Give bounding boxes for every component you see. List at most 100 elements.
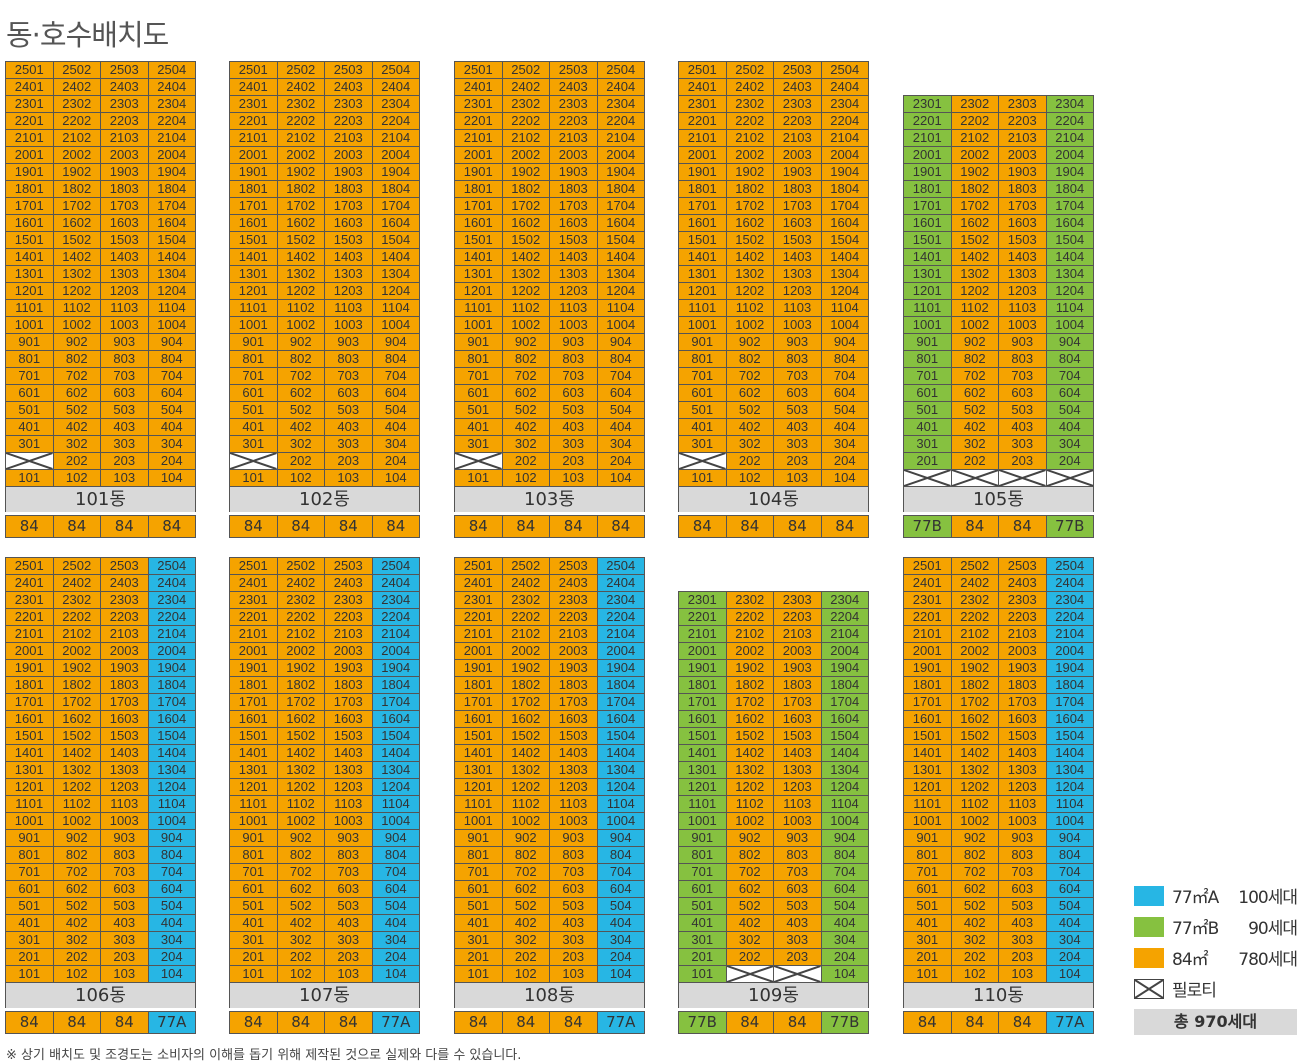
unit-cell: 1102 — [53, 300, 101, 317]
unit-cell: 1401 — [679, 745, 727, 762]
unit-cell: 1601 — [6, 215, 54, 232]
unit-cell: 1903 — [325, 164, 373, 181]
unit-cell: 404 — [148, 419, 196, 436]
unit-cell: 902 — [726, 830, 774, 847]
unit-cell: 903 — [774, 830, 822, 847]
unit-cell: 101 — [455, 470, 503, 487]
unit-cell: 1303 — [325, 266, 373, 283]
unit-cell: 203 — [550, 949, 598, 966]
unit-cell: 1302 — [726, 266, 774, 283]
unit-cell: 804 — [597, 847, 645, 864]
unit-cell: 301 — [230, 436, 278, 453]
unit-cell: 603 — [325, 881, 373, 898]
unit-cell: 403 — [550, 915, 598, 932]
unit-cell: 403 — [101, 915, 149, 932]
unit-cell: 501 — [6, 402, 54, 419]
unit-cell: 503 — [550, 402, 598, 419]
unit-cell: 604 — [1046, 385, 1094, 402]
unit-cell: 502 — [951, 898, 999, 915]
unit-cell: 1803 — [999, 181, 1047, 198]
unit-cell: 2502 — [502, 558, 550, 575]
unit-cell: 2102 — [277, 626, 325, 643]
unit-cell: 2202 — [502, 609, 550, 626]
unit-cell: 1003 — [550, 813, 598, 830]
unit-cell: 1604 — [372, 215, 420, 232]
unit-cell: 1004 — [372, 813, 420, 830]
unit-cell: 1201 — [455, 283, 503, 300]
unit-cell: 1304 — [597, 266, 645, 283]
unit-cell: 1902 — [53, 164, 101, 181]
unit-cell: 301 — [679, 436, 727, 453]
unit-cell: 504 — [148, 402, 196, 419]
piloti-cell — [1046, 470, 1094, 487]
unit-cell: 1602 — [502, 711, 550, 728]
unit-cell: 202 — [277, 453, 325, 470]
unit-type-cell: 84 — [455, 516, 503, 538]
unit-cell: 1501 — [230, 232, 278, 249]
unit-cell: 1104 — [1046, 300, 1094, 317]
unit-cell: 1504 — [1046, 728, 1094, 745]
unit-cell: 1102 — [502, 300, 550, 317]
unit-cell: 202 — [951, 453, 999, 470]
unit-cell: 2101 — [679, 626, 727, 643]
unit-cell: 303 — [999, 436, 1047, 453]
unit-cell: 501 — [679, 898, 727, 915]
unit-cell: 1901 — [455, 164, 503, 181]
unit-cell: 2003 — [774, 643, 822, 660]
unit-cell: 1703 — [550, 694, 598, 711]
unit-cell: 1303 — [774, 762, 822, 779]
unit-cell: 204 — [148, 949, 196, 966]
unit-cell: 2201 — [904, 609, 952, 626]
unit-cell: 102 — [53, 470, 101, 487]
unit-cell: 504 — [821, 898, 869, 915]
unit-type-cell: 84 — [679, 516, 727, 538]
unit-cell: 1402 — [502, 745, 550, 762]
piloti-cell — [455, 453, 503, 470]
unit-cell: 304 — [1046, 436, 1094, 453]
unit-cell: 801 — [230, 847, 278, 864]
unit-cell: 2404 — [372, 575, 420, 592]
unit-cell: 2103 — [325, 626, 373, 643]
unit-cell: 201 — [455, 949, 503, 966]
unit-cell: 2002 — [277, 643, 325, 660]
unit-cell: 502 — [726, 898, 774, 915]
unit-cell: 304 — [148, 436, 196, 453]
unit-type-cell: 84 — [774, 1012, 822, 1034]
unit-cell: 503 — [101, 898, 149, 915]
unit-cell: 1301 — [6, 266, 54, 283]
unit-cell: 2101 — [904, 626, 952, 643]
unit-cell: 2401 — [6, 79, 54, 96]
unit-cell: 1703 — [999, 694, 1047, 711]
unit-cell: 1702 — [951, 198, 999, 215]
unit-cell: 1804 — [148, 181, 196, 198]
unit-cell: 1701 — [904, 694, 952, 711]
unit-cell: 1704 — [1046, 694, 1094, 711]
unit-cell: 1104 — [372, 796, 420, 813]
unit-cell: 2204 — [597, 609, 645, 626]
unit-cell: 1103 — [550, 300, 598, 317]
unit-cell: 1603 — [101, 711, 149, 728]
unit-cell: 2503 — [325, 62, 373, 79]
unit-cell: 1303 — [550, 762, 598, 779]
unit-cell: 1602 — [951, 711, 999, 728]
unit-cell: 2304 — [597, 592, 645, 609]
unit-cell: 1503 — [999, 728, 1047, 745]
unit-cell: 2501 — [6, 62, 54, 79]
unit-cell: 1402 — [726, 249, 774, 266]
unit-cell: 1403 — [999, 745, 1047, 762]
unit-cell: 801 — [455, 351, 503, 368]
unit-cell: 2401 — [904, 575, 952, 592]
unit-type-row: 84 84 84 84 — [678, 515, 869, 538]
unit-cell: 2501 — [230, 558, 278, 575]
building-2: 2501 2502 2503 2504 2401 2402 2403 2404 2301 2302… — [229, 61, 420, 538]
building-name: 107동 — [229, 983, 420, 1008]
unit-cell: 104 — [597, 470, 645, 487]
unit-cell: 801 — [904, 847, 952, 864]
unit-cell: 1702 — [726, 198, 774, 215]
unit-cell: 301 — [455, 436, 503, 453]
unit-type-row: 84 84 84 77A — [5, 1011, 196, 1034]
unit-cell: 1603 — [550, 215, 598, 232]
unit-cell: 902 — [502, 830, 550, 847]
unit-cell: 2502 — [726, 62, 774, 79]
unit-cell: 1504 — [148, 232, 196, 249]
